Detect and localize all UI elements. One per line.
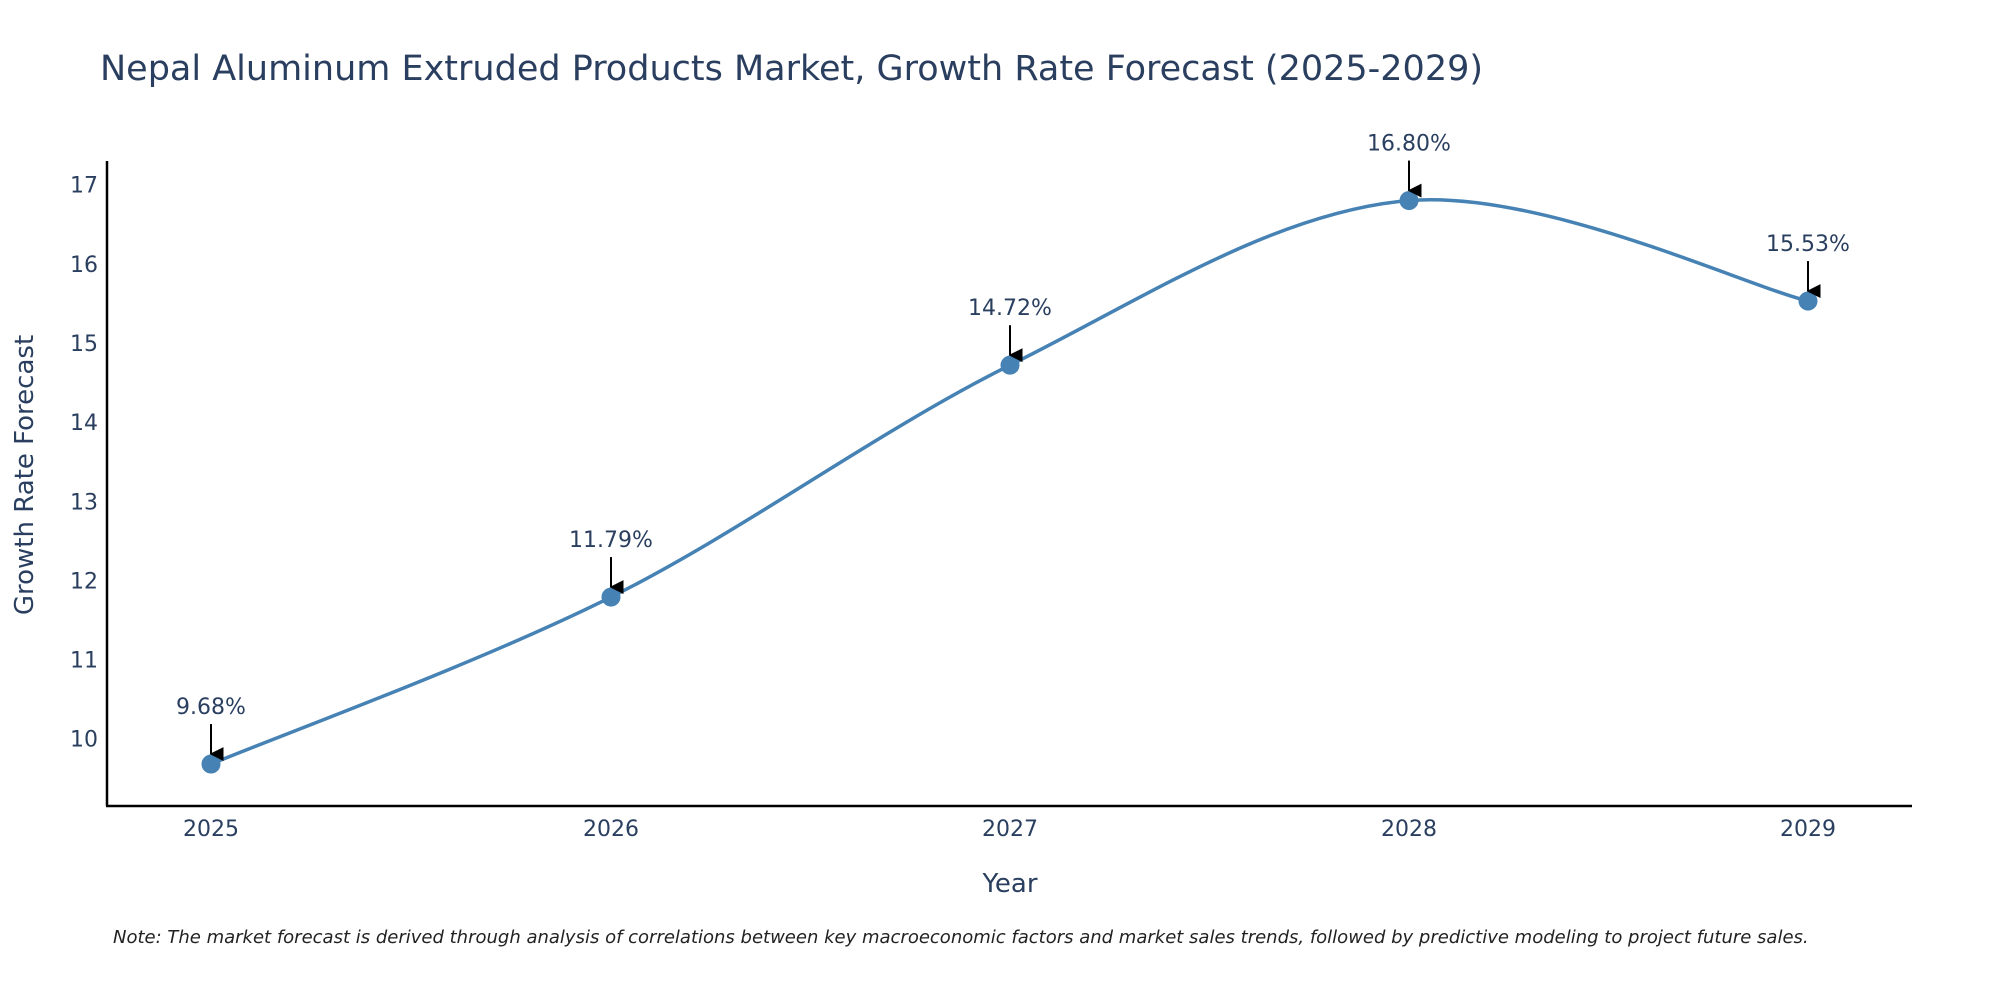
data-point-markers xyxy=(201,191,1818,774)
chart-title: Nepal Aluminum Extruded Products Market,… xyxy=(100,49,1483,89)
data-point-marker xyxy=(1399,191,1419,211)
x-tick-label: 2025 xyxy=(183,817,239,842)
data-point-marker xyxy=(1000,355,1020,375)
y-tick-label: 17 xyxy=(70,174,98,199)
footnote-note: Note: The market forecast is derived thr… xyxy=(113,927,1809,948)
x-tick-label: 2028 xyxy=(1381,817,1437,842)
data-label: 16.80% xyxy=(1367,132,1451,157)
data-label: 15.53% xyxy=(1766,232,1850,257)
y-tick-label: 16 xyxy=(70,253,98,278)
x-tick-labels: 2025 2026 2027 2028 2029 xyxy=(183,817,1836,842)
data-label-annotations: 9.68% 11.79% 14.72% 16.80% 15.53% xyxy=(176,132,1850,762)
y-tick-label: 12 xyxy=(70,569,98,594)
y-tick-label: 11 xyxy=(70,649,98,674)
plot-area: 10 11 12 13 14 15 16 17 2025 2026 2027 2028 2029 9.… xyxy=(70,132,1912,842)
y-tick-labels: 10 11 12 13 14 15 16 17 xyxy=(70,174,98,753)
x-tick-label: 2027 xyxy=(982,817,1038,842)
series-line xyxy=(210,197,1809,766)
data-point-marker xyxy=(201,754,221,774)
data-label: 14.72% xyxy=(968,296,1052,321)
y-tick-label: 15 xyxy=(70,332,98,357)
y-tick-label: 10 xyxy=(70,728,98,753)
y-axis-title: Growth Rate Forecast xyxy=(10,335,40,615)
data-label: 11.79% xyxy=(569,528,653,553)
data-label: 9.68% xyxy=(176,695,246,720)
x-tick-label: 2029 xyxy=(1780,817,1836,842)
data-point-marker xyxy=(1798,291,1818,311)
x-tick-label: 2026 xyxy=(583,817,639,842)
y-tick-label: 13 xyxy=(70,490,98,515)
data-point-marker xyxy=(601,587,621,607)
x-axis-title: Year xyxy=(981,869,1037,899)
y-tick-label: 14 xyxy=(70,411,98,436)
